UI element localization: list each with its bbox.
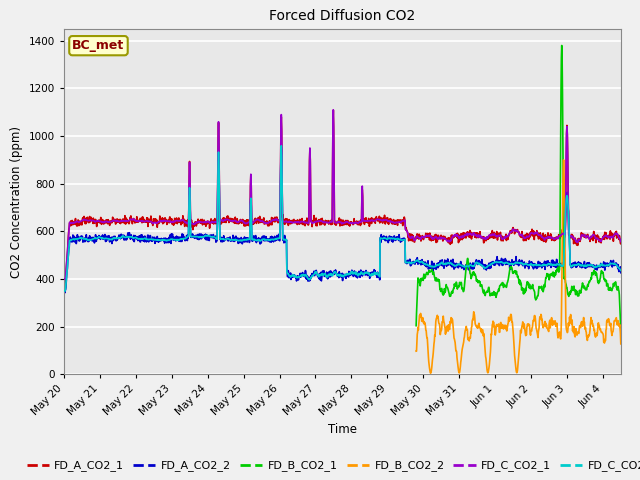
Text: BC_met: BC_met — [72, 39, 125, 52]
X-axis label: Time: Time — [328, 423, 357, 436]
Legend: FD_A_CO2_1, FD_A_CO2_2, FD_B_CO2_1, FD_B_CO2_2, FD_C_CO2_1, FD_C_CO2_2: FD_A_CO2_1, FD_A_CO2_2, FD_B_CO2_1, FD_B… — [22, 456, 640, 476]
Y-axis label: CO2 Concentration (ppm): CO2 Concentration (ppm) — [10, 126, 23, 277]
Title: Forced Diffusion CO2: Forced Diffusion CO2 — [269, 10, 415, 24]
